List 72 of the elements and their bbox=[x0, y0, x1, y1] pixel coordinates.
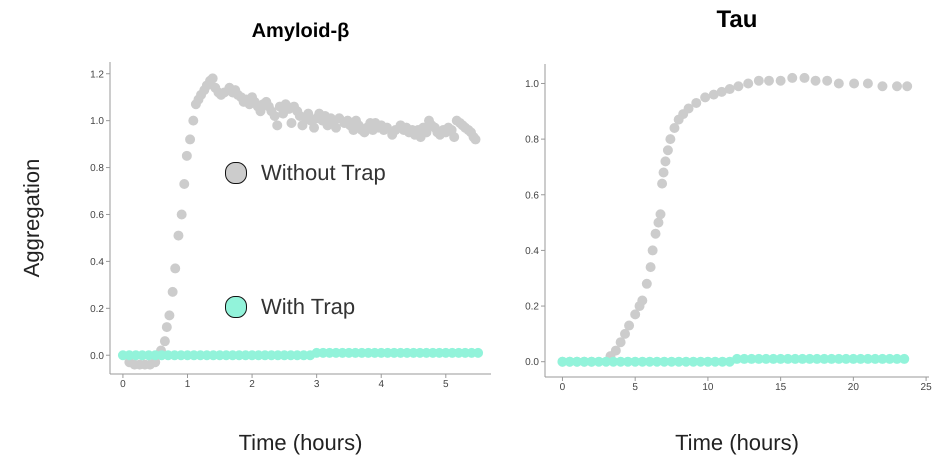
point bbox=[620, 328, 630, 339]
point bbox=[655, 209, 666, 220]
x-tick-label: 0 bbox=[560, 382, 566, 394]
chart-title: Amyloid-β bbox=[250, 20, 350, 43]
point bbox=[724, 84, 735, 94]
point bbox=[787, 72, 798, 83]
y-tick-label: 1.2 bbox=[90, 69, 104, 80]
point bbox=[616, 337, 626, 348]
point bbox=[810, 76, 821, 86]
point bbox=[716, 86, 727, 97]
point bbox=[610, 346, 621, 356]
y-tick-label: 0.6 bbox=[525, 190, 540, 202]
y-tick-label: 0.4 bbox=[525, 246, 540, 257]
point bbox=[849, 78, 860, 88]
point bbox=[822, 76, 832, 86]
y-tick-label: 0.0 bbox=[90, 350, 104, 362]
point bbox=[892, 81, 902, 92]
point bbox=[650, 228, 661, 239]
x-tick-label: 3 bbox=[314, 379, 320, 390]
point bbox=[660, 156, 670, 166]
x-tick-label: 25 bbox=[920, 382, 932, 394]
x-tick-label: 10 bbox=[702, 382, 714, 394]
point bbox=[700, 92, 710, 102]
y-tick-label: 0.0 bbox=[525, 357, 540, 368]
point bbox=[665, 134, 676, 144]
point bbox=[684, 104, 694, 114]
y-tick-label: 0.6 bbox=[90, 210, 104, 222]
point bbox=[743, 78, 754, 88]
point bbox=[799, 72, 810, 83]
point bbox=[657, 178, 668, 189]
x-tick-label: 2 bbox=[249, 379, 256, 390]
x-tick-label: 20 bbox=[848, 382, 860, 394]
point bbox=[646, 262, 656, 272]
point bbox=[653, 218, 664, 228]
point bbox=[862, 78, 873, 88]
point bbox=[624, 320, 634, 331]
x-tick-label: 5 bbox=[443, 379, 450, 390]
y-axis-title: Aggregation bbox=[19, 158, 45, 278]
point bbox=[764, 76, 774, 86]
point bbox=[776, 76, 786, 86]
x-tick-label: 5 bbox=[632, 382, 638, 394]
point bbox=[658, 168, 669, 178]
point bbox=[708, 90, 719, 100]
point bbox=[642, 278, 652, 289]
y-tick-label: 0.8 bbox=[525, 134, 540, 146]
legend-label: Without Trap bbox=[261, 160, 386, 186]
x-axis-title: Time (hours) bbox=[238, 430, 364, 456]
y-tick-label: 1.0 bbox=[525, 79, 540, 90]
x-tick-label: 0 bbox=[120, 379, 126, 390]
y-tick-label: 0.4 bbox=[90, 256, 104, 268]
point bbox=[691, 98, 702, 108]
legend-label: With Trap bbox=[261, 294, 356, 320]
point bbox=[662, 145, 673, 156]
point bbox=[754, 76, 764, 86]
y-tick-label: 1.0 bbox=[90, 116, 104, 128]
point bbox=[630, 309, 640, 320]
y-tick-label: 0.8 bbox=[90, 163, 104, 174]
y-tick-label: 0.2 bbox=[525, 302, 540, 313]
point bbox=[648, 245, 658, 256]
point bbox=[834, 78, 844, 88]
x-tick-label: 15 bbox=[775, 382, 787, 394]
x-tick-label: 1 bbox=[184, 379, 191, 390]
x-axis-title: Time (hours) bbox=[674, 430, 800, 456]
chart-title: Tau bbox=[716, 6, 758, 34]
point bbox=[669, 122, 680, 133]
x-tick-label: 4 bbox=[378, 379, 384, 390]
point bbox=[877, 81, 888, 92]
point bbox=[637, 295, 648, 306]
point bbox=[733, 81, 744, 92]
point bbox=[902, 81, 912, 92]
y-tick-label: 0.2 bbox=[90, 304, 104, 315]
point bbox=[899, 354, 910, 364]
